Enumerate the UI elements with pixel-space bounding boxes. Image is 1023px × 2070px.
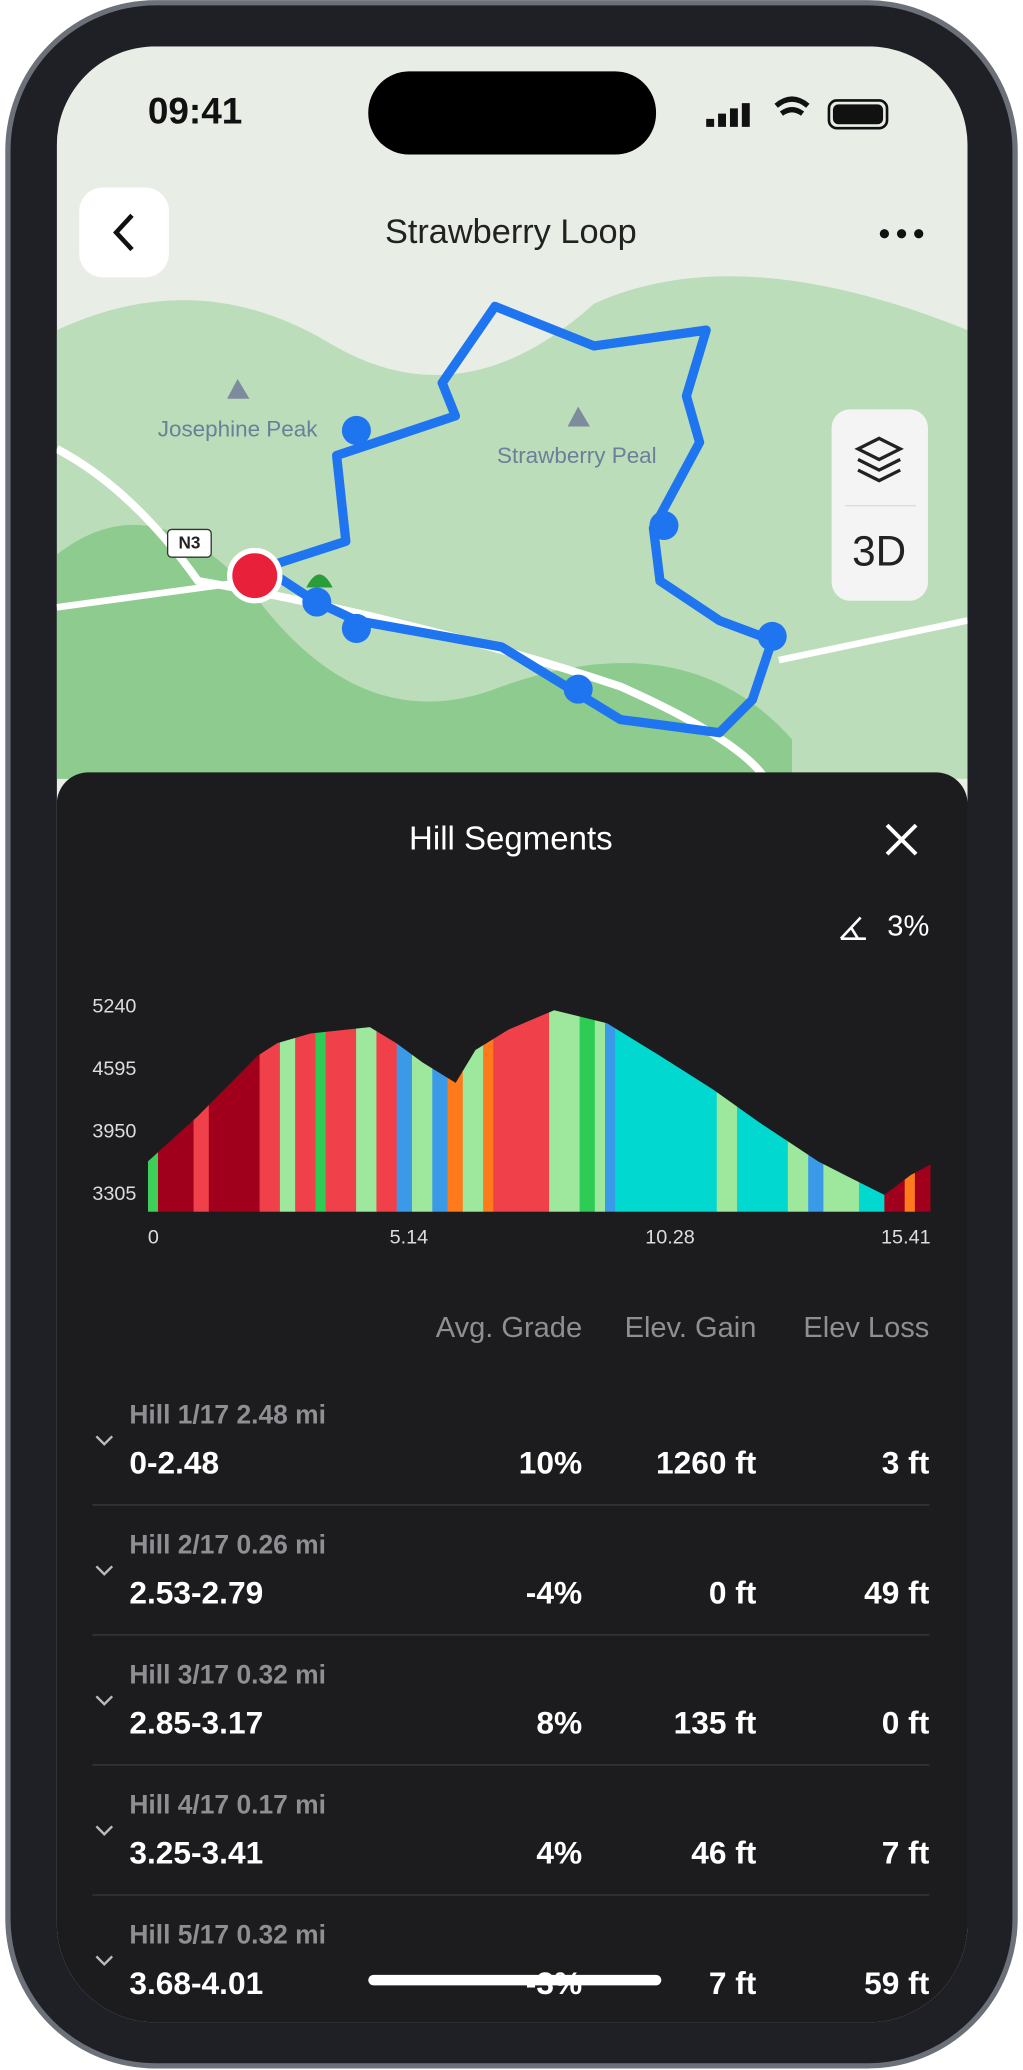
grade-segment [295,1010,316,1212]
column-header: Elev. Gain [625,1312,757,1344]
hill-grade: -4% [526,1575,582,1611]
sheet-title: Hill Segments [409,820,613,857]
grade-segment [493,1010,550,1212]
map-road [56,577,968,664]
status-time: 09:41 [148,90,243,131]
expand-chevron[interactable] [95,1695,114,1706]
hill-grade: 10% [519,1445,582,1481]
hill-label: Hill 3/17 0.32 mi [129,1659,326,1689]
expand-chevron[interactable] [95,1825,114,1836]
hill-range: 3.25-3.41 [129,1835,263,1871]
route-markers [302,415,787,704]
battery-level [832,104,884,125]
x-tick-label: 5.14 [390,1227,429,1249]
grade-segment [605,1010,616,1212]
dynamic-island [368,71,657,155]
x-tick-label: 15.41 [881,1227,931,1249]
hill-gain: 7 ft [709,1965,757,2001]
grade-segment [376,1010,398,1212]
start-marker [227,547,283,604]
hill-range: 0-2.48 [129,1445,219,1481]
peak-label: Josephine Peak [158,416,318,441]
hill-grade: 4% [536,1835,582,1871]
peak-label: Strawberry Peal [497,443,657,468]
layers-button[interactable] [854,436,904,483]
grade-segment [315,1010,327,1212]
route-title: Strawberry Loop [385,213,637,251]
3d-button[interactable]: 3D [852,528,906,575]
battery-icon [827,99,889,130]
hill-range: 3.68-4.01 [129,1965,263,2001]
back-icon [113,213,134,252]
hill-loss: 49 ft [864,1575,930,1611]
hill-label: Hill 5/17 0.32 mi [129,1920,326,1950]
y-tick-label: 3950 [92,1121,136,1143]
close-button[interactable] [885,823,918,856]
hill-loss: 3 ft [882,1445,930,1481]
grade-segment [325,1010,357,1212]
column-header: Avg. Grade [436,1312,582,1344]
hill-range: 2.85-3.17 [129,1705,263,1741]
hill-range: 2.53-2.79 [129,1575,263,1611]
back-button[interactable] [79,187,169,278]
hill-loss: 0 ft [882,1705,930,1741]
road-badge [166,528,212,558]
hill-loss: 7 ft [882,1835,930,1871]
peak-icon [227,378,250,399]
column-header: Elev Loss [803,1312,929,1344]
grade-segment [549,1010,580,1212]
expand-chevron[interactable] [95,1955,114,1966]
grade-segment [279,1010,296,1212]
hill-gain: 1260 ft [656,1445,757,1481]
grade-segment [483,1010,494,1212]
hill-label: Hill 2/17 0.26 mi [129,1529,326,1559]
y-tick-label: 4595 [92,1058,136,1080]
grade-segment [594,1010,606,1212]
end-marker [306,574,333,588]
more-button[interactable] [879,229,924,239]
x-tick-label: 0 [148,1227,159,1249]
hill-gain: 46 ft [691,1835,757,1871]
expand-chevron[interactable] [95,1435,114,1446]
hill-label: Hill 1/17 2.48 mi [129,1399,326,1429]
hill-label: Hill 4/17 0.17 mi [129,1790,326,1820]
grade-segment [396,1010,413,1212]
grade-segment [356,1010,377,1212]
x-tick-label: 10.28 [645,1227,695,1249]
peak-icon [567,406,591,427]
wifi-icon [774,96,810,116]
y-tick-label: 3305 [92,1183,136,1205]
grade-icon [839,916,866,940]
road-label: N3 [178,532,200,552]
hill-gain: 135 ft [674,1705,757,1741]
grade-segment [579,1010,596,1212]
y-tick-label: 5240 [92,996,136,1018]
home-indicator [368,1974,662,1986]
grade-segment [259,1010,281,1212]
segment-table: Avg. Grade Elev. Gain Elev Loss Hill 1/17 2… [92,1312,930,2001]
hill-loss: 59 ft [864,1965,930,2001]
hill-grade: 8% [536,1705,582,1741]
signal-icon [706,103,750,127]
hill-gain: 0 ft [709,1575,757,1611]
expand-chevron[interactable] [95,1565,114,1576]
grade-threshold[interactable]: 3% [887,911,929,943]
